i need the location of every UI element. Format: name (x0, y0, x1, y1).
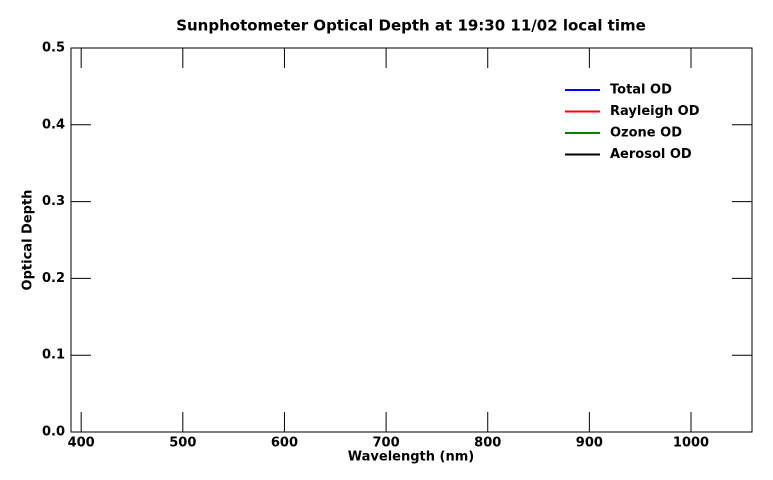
legend-label: Rayleigh OD (610, 104, 700, 119)
y-tick-label: 0.2 (42, 271, 65, 286)
legend-label: Total OD (610, 83, 672, 98)
x-tick-label: 900 (576, 436, 603, 451)
x-tick-label: 400 (68, 436, 95, 451)
y-axis-label: Optical Depth (21, 190, 36, 291)
chart-title: Sunphotometer Optical Depth at 19:30 11/… (176, 17, 646, 35)
legend-label: Aerosol OD (610, 147, 692, 162)
y-tick-label: 0.3 (42, 194, 65, 209)
y-tick-label: 0.4 (42, 117, 65, 132)
x-axis-label: Wavelength (nm) (348, 450, 474, 465)
plot-frame (70, 47, 753, 433)
legend-label: Ozone OD (610, 126, 682, 141)
y-tick-label: 0.0 (42, 425, 65, 440)
y-tick-label: 0.1 (42, 348, 65, 363)
x-tick-label: 1000 (673, 436, 709, 451)
x-tick-label: 700 (373, 436, 400, 451)
y-tick-label: 0.5 (42, 41, 65, 56)
x-tick-label: 600 (271, 436, 298, 451)
x-tick-label: 500 (169, 436, 196, 451)
x-tick-label: 800 (474, 436, 501, 451)
